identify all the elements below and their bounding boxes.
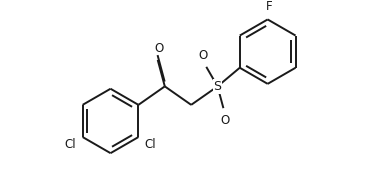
Text: O: O bbox=[221, 114, 230, 127]
Text: S: S bbox=[213, 80, 222, 93]
Text: F: F bbox=[266, 0, 273, 13]
Text: O: O bbox=[199, 49, 208, 62]
Text: O: O bbox=[154, 42, 163, 55]
Text: Cl: Cl bbox=[145, 138, 156, 151]
Text: Cl: Cl bbox=[64, 138, 75, 151]
